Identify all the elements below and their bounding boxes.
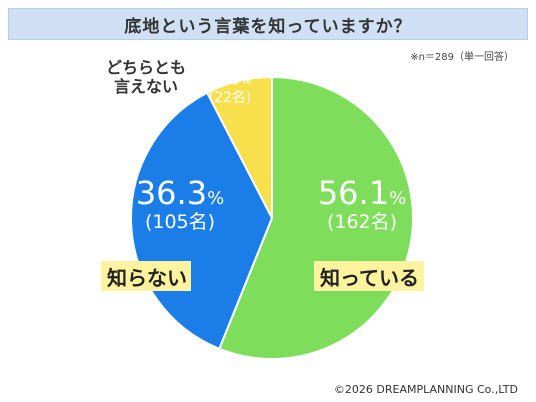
known-label: 知っている bbox=[320, 266, 419, 290]
known-label-highlight bbox=[314, 261, 424, 291]
title-bar: 底地という言葉を知っていますか？ bbox=[8, 8, 528, 40]
copyright: ©2026 DREAMPLANNING Co.,LTD bbox=[333, 383, 518, 396]
neither-label-line2: 言えない bbox=[114, 77, 178, 96]
unknown-label-highlight bbox=[101, 261, 191, 291]
neither-label-line1: どちらとも bbox=[106, 58, 186, 77]
chart-title: 底地という言葉を知っていますか？ bbox=[124, 16, 412, 37]
sample-note: ※n＝289（単一回答） bbox=[410, 52, 514, 63]
slice-neither bbox=[205, 75, 273, 219]
unknown-count: (105名) bbox=[145, 211, 215, 233]
unknown-label: 知らない bbox=[107, 266, 187, 290]
unknown-percent: 36.3% bbox=[136, 174, 224, 212]
neither-percent: 7.6% bbox=[209, 65, 251, 89]
known-count: (162名) bbox=[327, 211, 397, 233]
known-percent: 56.1% bbox=[318, 174, 406, 212]
neither-count: (22名) bbox=[209, 90, 252, 106]
